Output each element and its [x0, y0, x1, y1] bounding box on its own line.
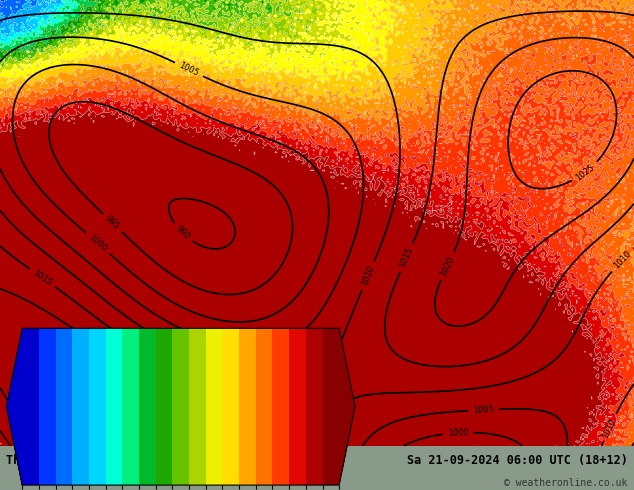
Text: 1010: 1010: [601, 416, 618, 440]
Text: 1020: 1020: [17, 419, 36, 441]
Text: 1010: 1010: [612, 249, 633, 270]
Text: 1015: 1015: [31, 268, 54, 288]
Text: 1010: 1010: [360, 264, 377, 287]
Text: Sa 21-09-2024 06:00 UTC (18+12): Sa 21-09-2024 06:00 UTC (18+12): [407, 454, 628, 467]
Text: 1005: 1005: [178, 61, 200, 78]
Text: © weatheronline.co.uk: © weatheronline.co.uk: [504, 478, 628, 488]
Text: 1030: 1030: [181, 431, 204, 447]
Text: 1020: 1020: [78, 330, 100, 349]
PathPatch shape: [339, 328, 355, 485]
Text: 1025: 1025: [574, 162, 597, 182]
Text: 995: 995: [103, 214, 121, 231]
Text: Theta-W 850hPa [hPa] GFS: Theta-W 850hPa [hPa] GFS: [6, 454, 178, 467]
Text: 1000: 1000: [87, 233, 108, 253]
Text: 1020: 1020: [439, 255, 456, 277]
Text: 1015: 1015: [398, 246, 415, 269]
PathPatch shape: [6, 328, 22, 485]
Text: 1000: 1000: [447, 428, 469, 438]
Text: 990: 990: [174, 224, 191, 242]
Text: 1005: 1005: [473, 405, 494, 415]
Text: 1025: 1025: [97, 374, 120, 390]
